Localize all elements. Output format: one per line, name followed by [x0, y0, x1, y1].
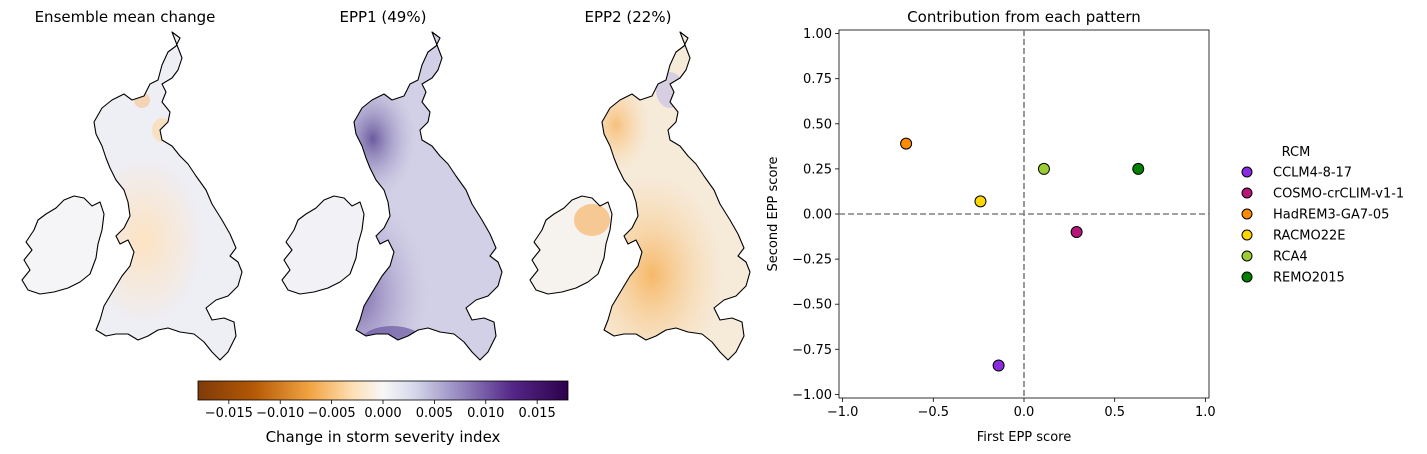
legend: RCM CCLM4-8-17 COSMO-crCLIM-v1-1 HadREM3-G… — [1241, 145, 1404, 286]
legend-marker — [1241, 250, 1253, 262]
legend-label: CCLM4-8-17 — [1273, 166, 1352, 181]
y-axis-ticks: 1.00 0.75 0.50 0.25 0.00 −0.25 −0.50 −0.75 −1.00 — [792, 27, 839, 403]
legend-label: COSMO-crCLIM-v1-1 — [1273, 187, 1404, 202]
colorbar-tick-label: 0.010 — [467, 406, 504, 421]
legend-items: CCLM4-8-17 COSMO-crCLIM-v1-1 HadREM3-GA7-0… — [1241, 166, 1404, 286]
colorbar-gradient — [197, 380, 569, 401]
scatter-panel: Contribution from each pattern −1.0 −0.5 0… — [766, 8, 1216, 445]
y-tick-label: −0.25 — [792, 253, 832, 268]
map-panel-epp2: EPP2 (22%) — [529, 8, 751, 361]
chart-title: Contribution from each pattern — [907, 8, 1141, 26]
colorbar-label: Change in storm severity index — [266, 428, 501, 446]
colorbar: −0.015 −0.010 −0.005 0.000 0.005 0.010 0.015 C… — [197, 380, 569, 446]
legend-label: REMO2015 — [1273, 271, 1345, 286]
x-axis-label: First EPP score — [977, 430, 1071, 445]
legend-marker — [1241, 208, 1253, 220]
point-racmo22e — [974, 195, 987, 208]
x-tick-label: −1.0 — [827, 405, 859, 420]
colorbar-tick-label: 0.015 — [519, 406, 556, 421]
x-tick-label: 0.5 — [1104, 405, 1125, 420]
map-panel-epp1: EPP1 (49%) — [281, 8, 503, 361]
map-title: EPP2 (22%) — [585, 8, 672, 26]
reference-lines — [839, 30, 1209, 398]
colorbar-ticks: −0.015 −0.010 −0.005 0.000 0.005 0.010 0.015 — [205, 400, 556, 421]
legend-label: RACMO22E — [1273, 229, 1345, 244]
x-tick-label: 1.0 — [1195, 405, 1216, 420]
legend-title: RCM — [1282, 145, 1311, 160]
x-axis-ticks: −1.0 −0.5 0.0 0.5 1.0 — [827, 398, 1216, 420]
y-tick-label: −1.00 — [792, 388, 832, 403]
y-tick-label: 0.75 — [803, 72, 832, 87]
y-axis-label: Second EPP score — [766, 157, 781, 272]
point-hadrem3-ga7-05 — [900, 137, 913, 150]
y-tick-label: 0.00 — [803, 208, 832, 223]
legend-label: RCA4 — [1273, 250, 1308, 265]
colorbar-tick-label: −0.010 — [256, 406, 304, 421]
colorbar-tick-label: 0.005 — [416, 406, 453, 421]
x-tick-label: 0.0 — [1014, 405, 1035, 420]
colorbar-tick-label: 0.000 — [364, 406, 401, 421]
y-tick-label: 0.50 — [803, 117, 832, 132]
legend-marker — [1241, 271, 1253, 283]
data-points — [900, 137, 1145, 372]
map-title: EPP1 (49%) — [340, 8, 427, 26]
y-tick-label: 1.00 — [803, 27, 832, 42]
point-cosmo-crclim-v1-1 — [1070, 226, 1083, 239]
legend-marker — [1241, 229, 1253, 241]
colorbar-tick-label: −0.005 — [308, 406, 356, 421]
legend-marker — [1241, 187, 1253, 199]
point-rca4 — [1037, 162, 1050, 175]
colorbar-tick-label: −0.015 — [205, 406, 253, 421]
point-cclm4-8-17 — [992, 359, 1005, 372]
x-tick-label: −0.5 — [918, 405, 950, 420]
map-panel-mean: Ensemble mean change — [21, 8, 243, 361]
legend-label: HadREM3-GA7-05 — [1273, 208, 1389, 223]
y-tick-label: −0.75 — [792, 343, 832, 358]
legend-marker — [1241, 166, 1253, 178]
y-tick-label: −0.50 — [792, 298, 832, 313]
point-remo2015 — [1132, 162, 1145, 175]
y-tick-label: 0.25 — [803, 162, 832, 177]
map-title: Ensemble mean change — [35, 8, 216, 26]
